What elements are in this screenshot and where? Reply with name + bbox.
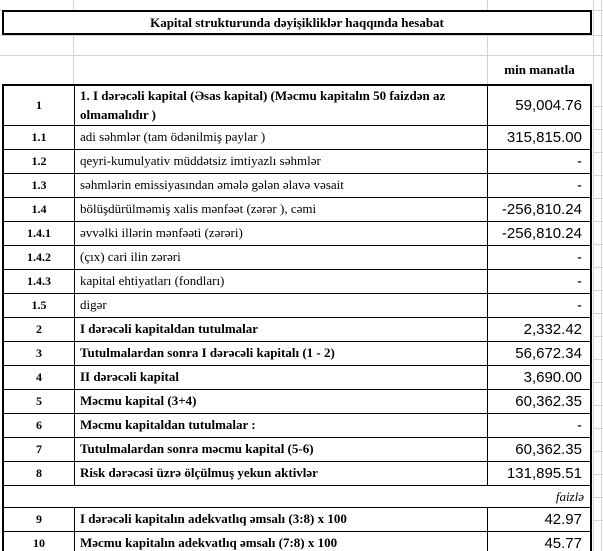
row-number: 1.4.3: [4, 270, 75, 293]
row-value: 60,362.35: [515, 441, 582, 458]
row-value: -: [577, 273, 582, 290]
row-number: 1.4.2: [4, 246, 75, 269]
row-value: 45.77: [544, 535, 582, 551]
row-label: Məcmu kapitaldan tutulmalar :: [75, 414, 488, 437]
table-row: 6 Məcmu kapitaldan tutulmalar : -: [4, 414, 590, 438]
row-value: -256,810.24: [501, 225, 582, 242]
row-number: 5: [4, 390, 75, 413]
table-row: 1.4.2 (çıx) cari ilin zərəri -: [4, 246, 590, 270]
table-row: 1 1. I dərəcəli kapital (Əsas kapital) (…: [4, 86, 590, 126]
row-label: Məcmu kapital (3+4): [75, 390, 488, 413]
row-number: 1: [4, 86, 75, 125]
table-row: 1.5 digər -: [4, 294, 590, 318]
table-row: 1.1 adi səhmlər (tam ödənilmiş paylar ) …: [4, 126, 590, 150]
row-value: 56,672.34: [515, 345, 582, 362]
percent-header-label: faizlə: [555, 488, 584, 504]
row-number: 9: [4, 508, 75, 531]
row-number: 10: [4, 532, 75, 551]
row-value: 3,690.00: [523, 369, 582, 386]
row-label: I dərəcəli kapitalın adekvatlıq əmsalı (…: [75, 508, 488, 531]
row-label: əvvəlki illərin mənfəəti (zərəri): [75, 222, 488, 245]
row-number: 1.3: [4, 174, 75, 197]
row-value: -: [577, 297, 582, 314]
unit-header: min manatla: [504, 61, 575, 77]
row-label: I dərəcəli kapitaldan tutulmalar: [75, 318, 488, 341]
row-number: 6: [4, 414, 75, 437]
row-number: 1.5: [4, 294, 75, 317]
table-row: 9 I dərəcəli kapitalın adekvatlıq əmsalı…: [4, 508, 590, 532]
table-row: 1.3 səhmlərin emissiyasından əmələ gələn…: [4, 174, 590, 198]
row-number: 1.1: [4, 126, 75, 149]
row-number: 8: [4, 462, 75, 485]
row-label: (çıx) cari ilin zərəri: [75, 246, 488, 269]
row-value: -256,810.24: [501, 201, 582, 218]
row-number: 1.2: [4, 150, 75, 173]
table-row: 1.4 bölüşdürülməmiş xalis mənfəət (zərər…: [4, 198, 590, 222]
table-row: 3 Tutulmalardan sonra I dərəcəli kapital…: [4, 342, 590, 366]
row-value: -: [577, 153, 582, 170]
row-label: II dərəcəli kapital: [75, 366, 488, 389]
table-row: 4 II dərəcəli kapital 3,690.00: [4, 366, 590, 390]
row-label: 1. I dərəcəli kapital (Əsas kapital) (Mə…: [75, 86, 488, 125]
row-label: adi səhmlər (tam ödənilmiş paylar ): [75, 126, 488, 149]
row-number: 3: [4, 342, 75, 365]
report-title: Kapital strukturunda dəyişikliklər haqqı…: [2, 10, 592, 35]
row-label: Məcmu kapitalın adekvatlıq əmsalı (7:8) …: [75, 532, 488, 551]
row-number: 7: [4, 438, 75, 461]
report-table: 1 1. I dərəcəli kapital (Əsas kapital) (…: [2, 84, 592, 551]
percent-header-row: faizlə: [4, 486, 590, 508]
row-value: 59,004.76: [515, 97, 582, 114]
table-row: 1.4.1 əvvəlki illərin mənfəəti (zərəri) …: [4, 222, 590, 246]
table-row: 1.2 qeyri-kumulyativ müddətsiz imtiyazlı…: [4, 150, 590, 174]
row-value: 42.97: [544, 511, 582, 528]
gridline-horizontal: [0, 35, 603, 36]
row-number: 4: [4, 366, 75, 389]
row-label: Tutulmalardan sonra I dərəcəli kapitalı …: [75, 342, 488, 365]
row-label: kapital ehtiyatları (fondları): [75, 270, 488, 293]
row-value: 60,362.35: [515, 393, 582, 410]
row-number: 1.4: [4, 198, 75, 221]
table-row: 7 Tutulmalardan sonra məcmu kapital (5-6…: [4, 438, 590, 462]
row-value: -: [577, 249, 582, 266]
row-label: bölüşdürülməmiş xalis mənfəət (zərər ), …: [75, 198, 488, 221]
row-label: Tutulmalardan sonra məcmu kapital (5-6): [75, 438, 488, 461]
table-row: 1.4.3 kapital ehtiyatları (fondları) -: [4, 270, 590, 294]
row-number: 1.4.1: [4, 222, 75, 245]
table-row: 8 Risk dərəcəsi üzrə ölçülmuş yekun akti…: [4, 462, 590, 486]
row-value: 2,332.42: [523, 321, 582, 338]
row-value: 131,895.51: [506, 465, 582, 482]
gridline-horizontal: [0, 55, 603, 56]
table-row: 10 Məcmu kapitalın adekvatlıq əmsalı (7:…: [4, 532, 590, 551]
row-number: 2: [4, 318, 75, 341]
row-label: səhmlərin emissiyasından əmələ gələn əla…: [75, 174, 488, 197]
row-label: digər: [75, 294, 488, 317]
row-label: qeyri-kumulyativ müddətsiz imtiyazlı səh…: [75, 150, 488, 173]
gridline-row-strip: [593, 84, 603, 537]
row-value: -: [577, 417, 582, 434]
table-row: 2 I dərəcəli kapitaldan tutulmalar 2,332…: [4, 318, 590, 342]
row-label: Risk dərəcəsi üzrə ölçülmuş yekun aktivl…: [75, 462, 488, 485]
row-value: -: [577, 177, 582, 194]
table-row: 5 Məcmu kapital (3+4) 60,362.35: [4, 390, 590, 414]
row-value: 315,815.00: [506, 129, 582, 146]
